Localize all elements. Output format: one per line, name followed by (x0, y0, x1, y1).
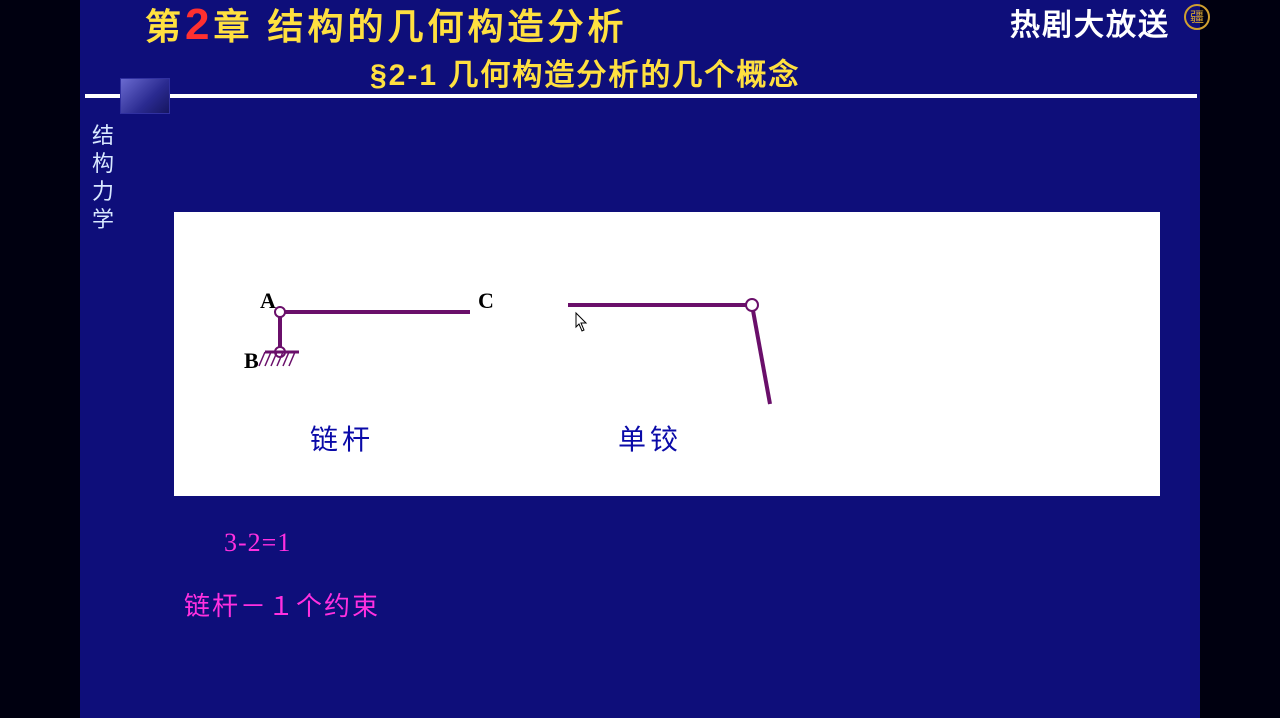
constraint-note: 链杆－１个约束 (184, 586, 380, 623)
sidebar-char: 结 (90, 122, 116, 150)
sidebar-char: 力 (90, 178, 116, 206)
chapter-prefix: 第 (145, 6, 185, 47)
chapter-title: 第2章 结构的几何构造分析 (145, 0, 628, 50)
sidebar-char: 学 (90, 206, 116, 234)
overlay-banner-icon: 疆 (1184, 4, 1210, 30)
point-label-a: A (260, 288, 276, 314)
point-label-c: C (478, 288, 494, 314)
caption-single-hinge: 单铰 (618, 418, 682, 458)
sidebar-vertical-title: 结 构 力 学 (90, 122, 116, 234)
section-subtitle: §2-1 几何构造分析的几个概念 (370, 50, 800, 94)
chapter-suffix: 章 结构的几何构造分析 (214, 6, 628, 47)
equation: 3-2=1 (224, 528, 291, 558)
point-label-b: B (244, 348, 259, 374)
sidebar-char: 构 (90, 150, 116, 178)
horizontal-rule (85, 94, 1197, 98)
overlay-banner: 热剧大放送 (1010, 0, 1170, 44)
decorative-cube-icon (120, 78, 170, 114)
chapter-number: 2 (185, 0, 213, 49)
caption-link-bar: 链杆 (310, 418, 374, 458)
